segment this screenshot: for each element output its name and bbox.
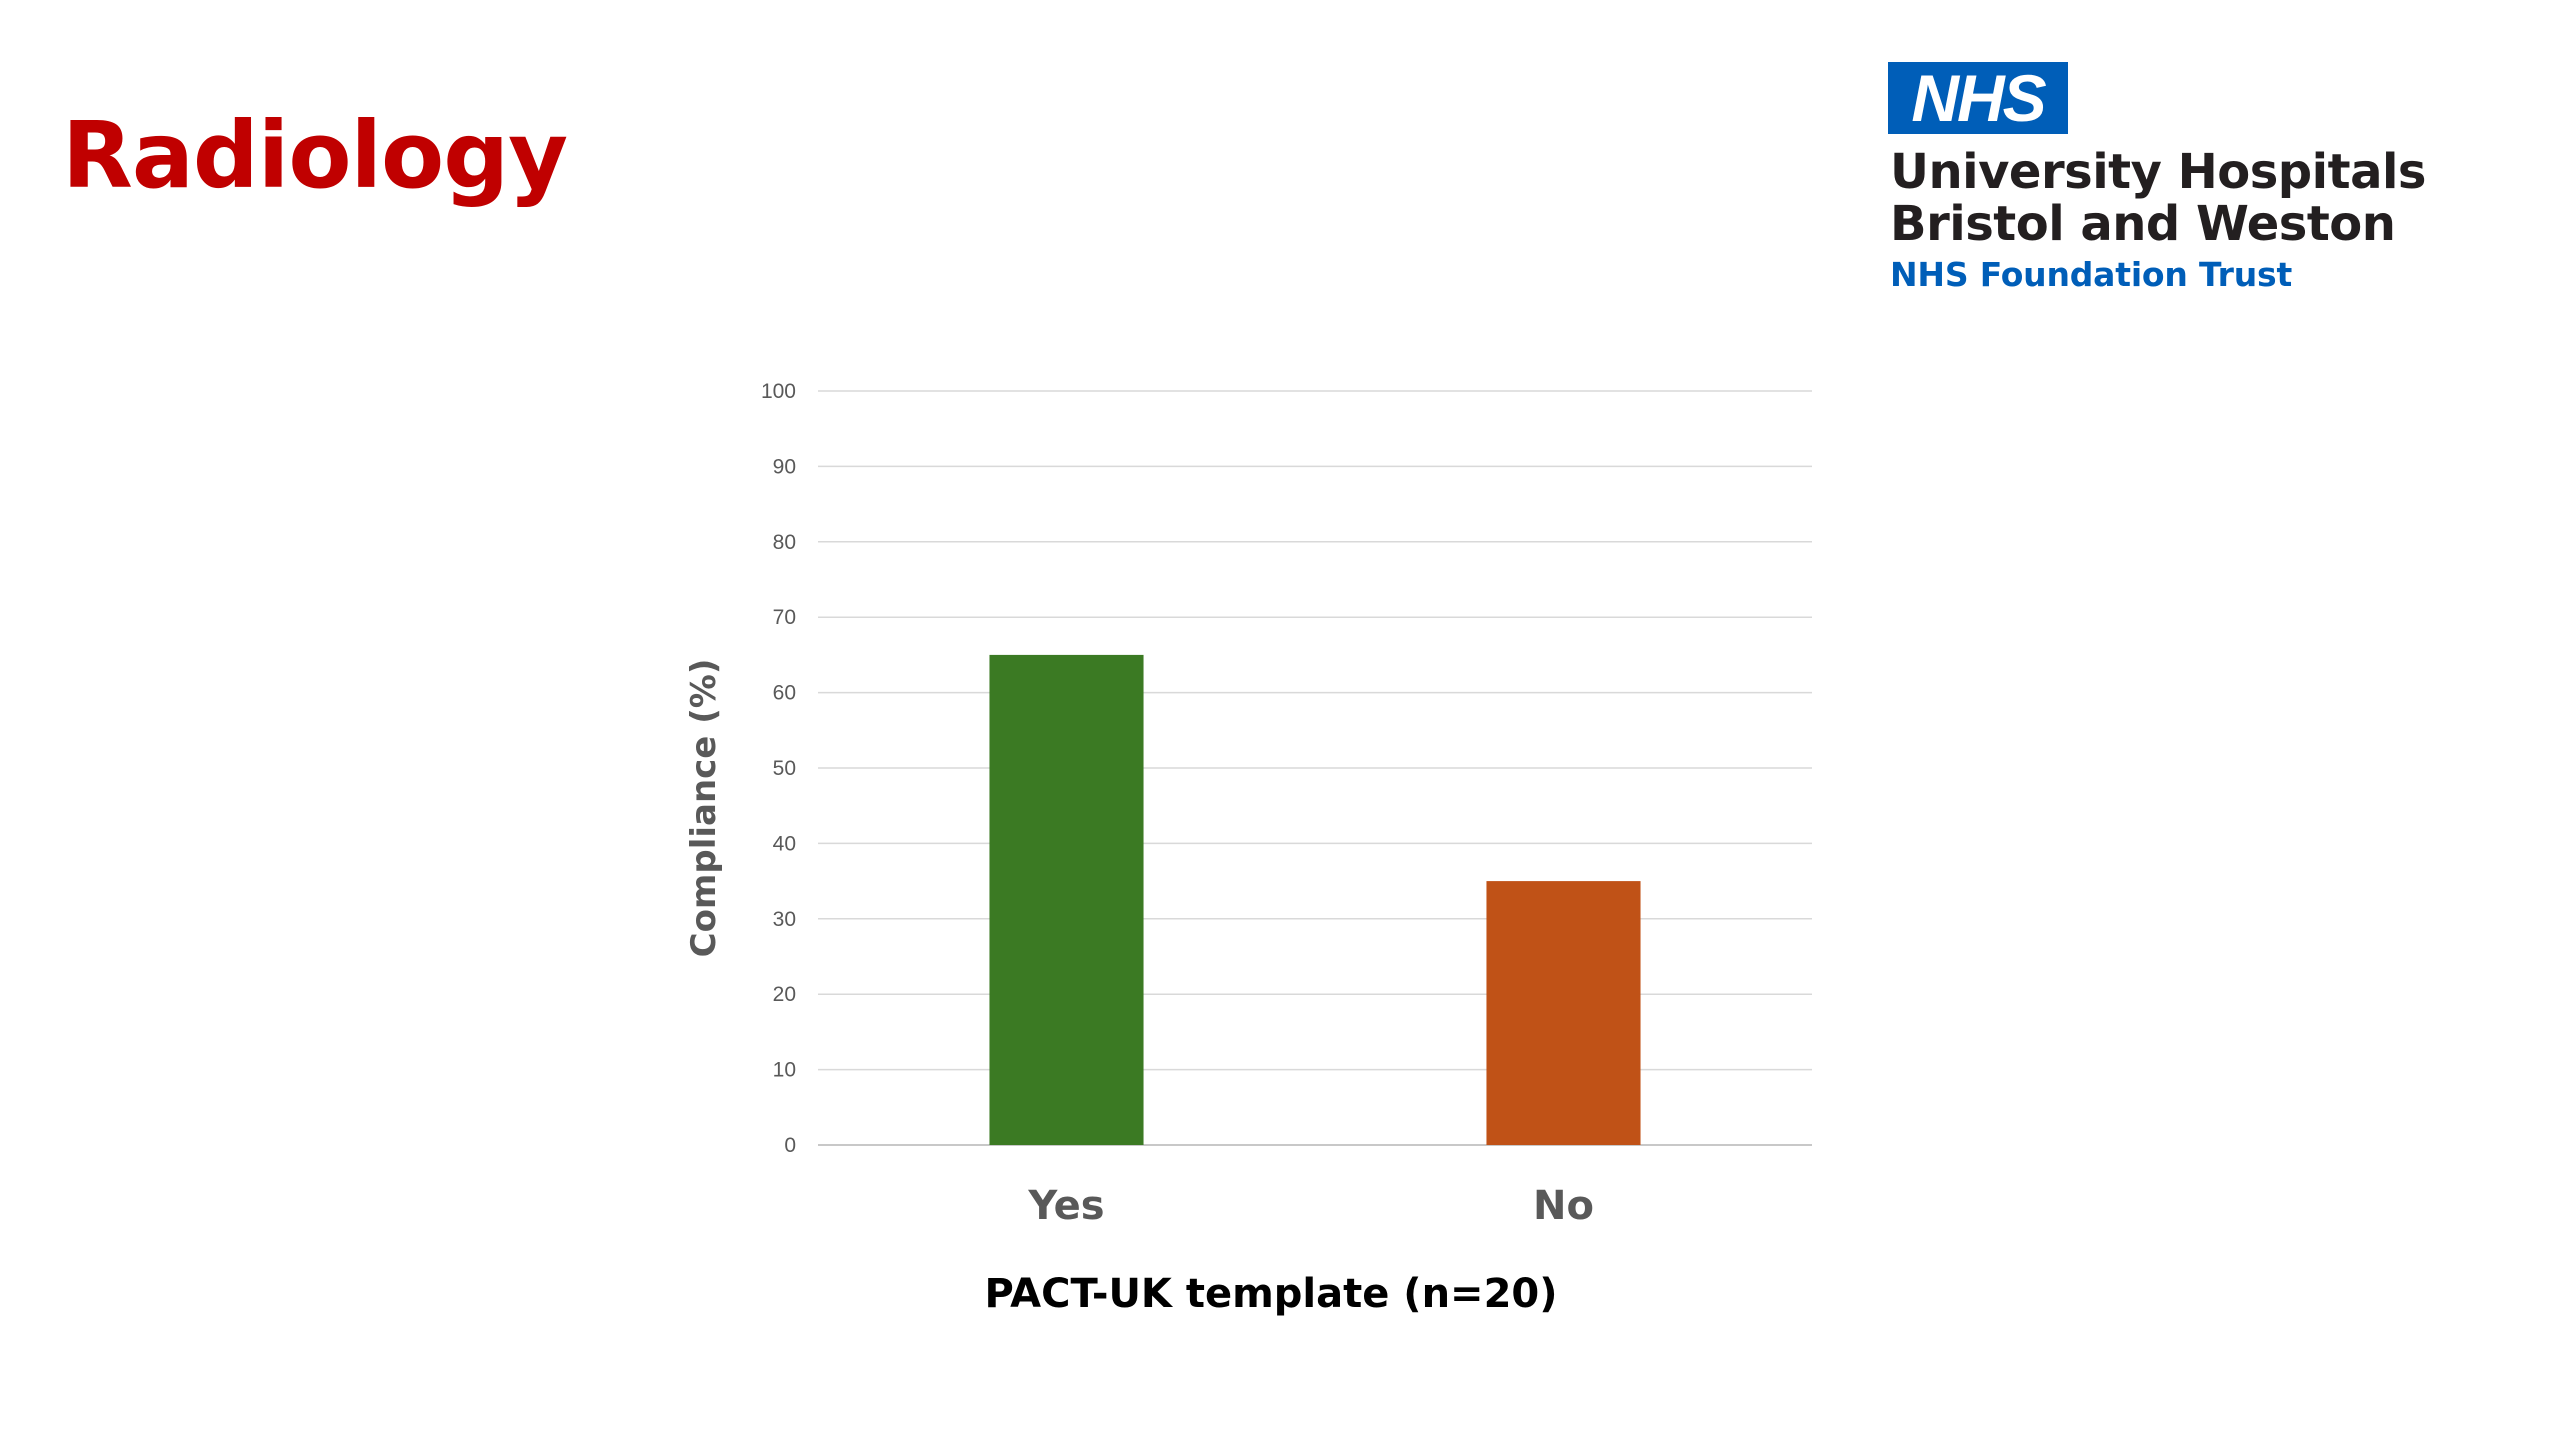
org-name-line-2: Bristol and Weston — [1890, 196, 2396, 252]
bar-yes — [989, 654, 1144, 1145]
org-name-line-1: University Hospitals — [1890, 144, 2426, 200]
y-tick-label: 30 — [773, 908, 796, 931]
y-tick-label: 50 — [773, 757, 796, 780]
bars — [989, 654, 1641, 1145]
x-tick-label: No — [1533, 1183, 1594, 1229]
nhs-trust-logo: NHS University Hospitals Bristol and Wes… — [1888, 62, 2448, 302]
y-tick-label: 0 — [784, 1134, 796, 1157]
y-tick-label: 70 — [773, 606, 796, 629]
y-tick-label: 80 — [773, 531, 796, 554]
nhs-badge: NHS — [1888, 62, 2068, 134]
y-tick-label: 20 — [773, 983, 796, 1006]
x-axis-ticks: Yes No — [1027, 1183, 1594, 1229]
y-tick-label: 90 — [773, 455, 796, 478]
y-tick-label: 100 — [761, 380, 796, 403]
gridlines — [818, 390, 1812, 1146]
y-tick-label: 10 — [773, 1059, 796, 1082]
x-axis-label: PACT-UK template (n=20) — [984, 1271, 1557, 1317]
y-axis-ticks: 0 10 20 30 40 50 60 70 80 90 100 — [761, 380, 796, 1157]
y-tick-label: 60 — [773, 682, 796, 705]
bar-no — [1486, 881, 1641, 1145]
slide-title: Radiology — [62, 102, 568, 209]
x-tick-label: Yes — [1027, 1183, 1104, 1229]
org-name-line-3: NHS Foundation Trust — [1890, 255, 2293, 294]
y-tick-label: 40 — [773, 832, 796, 855]
y-axis-label: Compliance (%) — [684, 659, 724, 958]
